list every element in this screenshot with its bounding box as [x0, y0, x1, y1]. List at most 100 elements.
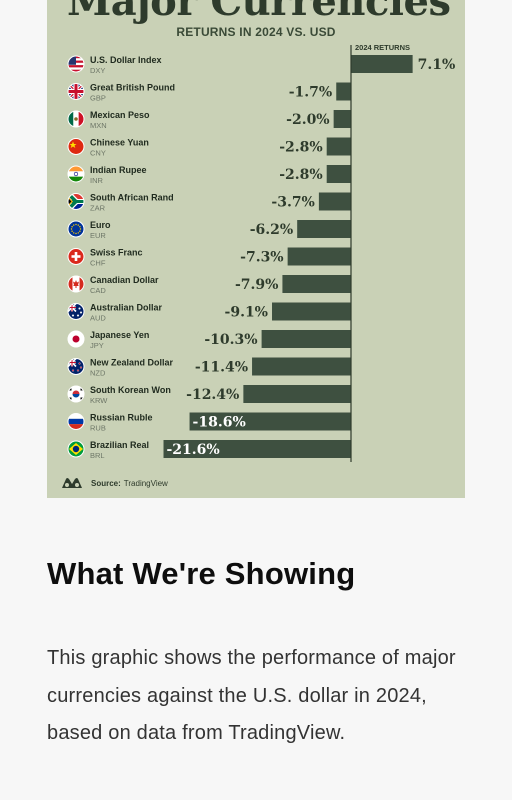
value-label: -3.7%	[271, 195, 314, 211]
uk-flag-icon	[67, 83, 85, 100]
currency-name: U.S. Dollar Index	[90, 55, 162, 65]
new-zealand-flag-icon	[67, 358, 85, 375]
bar	[326, 165, 351, 183]
currency-code: KRW	[90, 396, 108, 405]
graphic-subtitle: RETURNS IN 2024 VS. USD	[176, 25, 336, 39]
value-label: -6.2%	[250, 222, 293, 238]
value-label: -9.1%	[225, 305, 268, 321]
bar	[282, 275, 351, 293]
currency-code: INR	[90, 176, 104, 185]
currency-name: South Korean Won	[90, 385, 171, 395]
graphic-title: Major Currencies	[67, 0, 451, 25]
bar	[297, 220, 351, 238]
bar	[189, 412, 351, 431]
value-label: -7.3%	[240, 250, 283, 266]
source-line: Source: TradingView	[61, 476, 168, 490]
china-flag-icon	[67, 138, 85, 155]
bar	[336, 82, 351, 101]
currency-name: Russian Ruble	[90, 413, 153, 423]
currency-code: GBP	[90, 94, 106, 103]
bar	[272, 302, 351, 321]
currency-name: New Zealand Dollar	[90, 358, 174, 368]
infographic: Major Currencies RETURNS IN 2024 VS. USD…	[47, 0, 465, 498]
bar	[351, 55, 413, 73]
currency-name: South African Rand	[90, 193, 174, 203]
currency-name: Great British Pound	[90, 83, 175, 93]
currency-code: JPY	[90, 341, 104, 350]
value-label: -2.8%	[279, 140, 322, 156]
visual-capitalist-logo-icon	[62, 478, 82, 488]
currency-code: CHF	[90, 259, 106, 268]
currency-code: MXN	[90, 121, 107, 130]
value-label: -12.4%	[186, 387, 239, 403]
currency-code: ZAR	[90, 204, 106, 213]
brazil-flag-icon	[67, 440, 85, 458]
currency-code: NZD	[90, 369, 106, 378]
section-body-text: This graphic shows the performance of ma…	[47, 647, 456, 745]
switzerland-flag-icon	[67, 248, 85, 265]
bar	[333, 110, 351, 128]
currency-name: Indian Rupee	[90, 165, 147, 175]
currency-name: Chinese Yuan	[90, 138, 149, 148]
column-header: 2024 RETURNS	[355, 43, 410, 52]
south-africa-flag-icon	[67, 193, 85, 210]
currency-name: Swiss Franc	[90, 248, 143, 258]
us-flag-icon	[67, 55, 85, 73]
currency-code: DXY	[90, 66, 105, 75]
currency-code: CNY	[90, 149, 106, 158]
value-label: -21.6%	[167, 442, 220, 458]
value-label: -2.8%	[279, 167, 322, 183]
source-name: TradingView	[123, 478, 168, 488]
value-label: -18.6%	[193, 415, 246, 431]
section-heading: What We're Showing	[47, 556, 356, 591]
south-korea-flag-icon	[67, 385, 85, 403]
currency-name: Brazilian Real	[90, 440, 149, 450]
currency-name: Australian Dollar	[90, 303, 163, 313]
value-label: 7.1%	[418, 57, 456, 73]
australia-flag-icon	[67, 303, 85, 320]
currency-code: EUR	[90, 231, 106, 240]
mexico-flag-icon	[67, 110, 85, 128]
value-label: -11.4%	[195, 360, 248, 376]
value-label: -2.0%	[286, 112, 329, 128]
japan-flag-icon	[67, 330, 85, 348]
canada-flag-icon	[67, 275, 85, 293]
bar	[163, 440, 351, 458]
currency-code: BRL	[90, 451, 105, 460]
bar	[318, 192, 351, 211]
value-label: -1.7%	[289, 85, 332, 101]
bar	[243, 385, 351, 403]
eu-flag-icon	[67, 220, 85, 238]
bar	[252, 357, 351, 376]
currency-code: AUD	[90, 314, 106, 323]
currency-name: Canadian Dollar	[90, 275, 159, 285]
currency-code: RUB	[90, 424, 106, 433]
russia-flag-icon	[67, 413, 85, 430]
bar	[326, 137, 351, 156]
currency-name: Japanese Yen	[90, 330, 149, 340]
source-label: Source:	[91, 478, 121, 488]
bar	[287, 247, 351, 266]
bar	[261, 330, 351, 348]
value-label: -7.9%	[235, 277, 278, 293]
currency-code: CAD	[90, 286, 106, 295]
india-flag-icon	[67, 165, 85, 183]
currency-name: Mexican Peso	[90, 110, 150, 120]
value-label: -10.3%	[204, 332, 257, 348]
